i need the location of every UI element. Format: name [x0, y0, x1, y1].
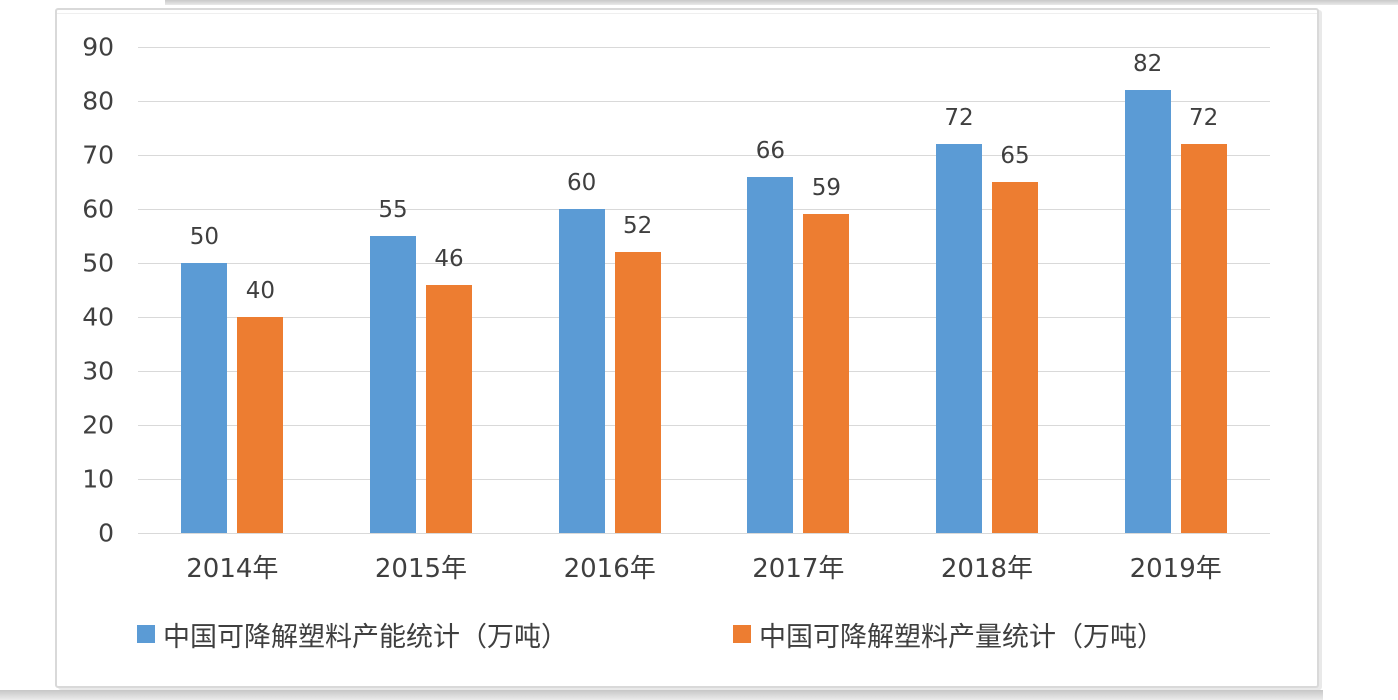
bar-group: 55 46 — [327, 47, 516, 533]
legend-item: 中国可降解塑料产量统计（万吨） — [733, 615, 1164, 654]
y-tick-label: 80 — [82, 86, 114, 116]
bar-group: 82 72 — [1081, 47, 1270, 533]
bar-column: 55 — [369, 47, 416, 533]
data-label: 82 — [1133, 51, 1163, 78]
bar-column: 72 — [935, 47, 982, 533]
legend-swatch-icon — [733, 625, 751, 643]
bar — [935, 144, 982, 533]
data-label: 40 — [245, 278, 275, 304]
bar — [747, 176, 794, 533]
x-tick-label: 2019年 — [1129, 554, 1222, 584]
plot-area: 50 40 55 46 60 52 66 59 72 65 82 72 — [138, 47, 1270, 534]
gridline — [138, 370, 1270, 372]
bar-group: 50 40 — [138, 47, 327, 533]
y-axis: 0 10 20 30 40 50 60 70 80 90 — [57, 33, 114, 548]
bar-column: 52 — [614, 47, 661, 533]
y-tick-label: 10 — [82, 464, 114, 494]
bar-groups: 50 40 55 46 60 52 66 59 72 65 82 72 — [138, 47, 1270, 533]
bar-column: 46 — [425, 47, 472, 533]
legend-label: 中国可降解塑料产量统计（万吨） — [759, 621, 1164, 653]
bar — [181, 263, 228, 533]
gridline — [138, 155, 1270, 156]
top-edge-strip — [165, 0, 1398, 5]
y-tick-label: 20 — [82, 410, 114, 440]
gridlines — [138, 47, 1270, 534]
chart-frame: 0 10 20 30 40 50 60 70 80 90 50 40 55 46 60 52 66 59 72 65… — [55, 8, 1319, 688]
data-label: 52 — [623, 213, 653, 240]
data-label: 59 — [811, 175, 841, 202]
bar-column: 65 — [991, 47, 1038, 533]
gridline — [138, 317, 1270, 318]
gridline — [138, 263, 1270, 264]
bar — [614, 252, 661, 533]
bar-group: 60 52 — [515, 47, 704, 533]
x-tick-label: 2016年 — [563, 554, 656, 584]
bar-column: 60 — [558, 47, 605, 533]
y-tick-label: 30 — [82, 356, 114, 386]
data-label: 65 — [1000, 143, 1030, 169]
bar-group: 72 65 — [893, 47, 1082, 533]
y-tick-label: 40 — [82, 302, 114, 332]
bar — [1180, 144, 1227, 533]
bar-column: 50 — [181, 47, 228, 533]
y-tick-label: 50 — [82, 248, 114, 278]
y-tick-label: 60 — [82, 194, 114, 224]
data-label: 60 — [567, 170, 597, 197]
data-label: 66 — [755, 137, 785, 164]
x-tick-label: 2014年 — [186, 554, 279, 584]
gridline — [138, 47, 1270, 48]
gridline — [138, 208, 1270, 210]
gridline — [138, 101, 1270, 102]
data-label: 55 — [378, 197, 408, 223]
y-tick-label: 70 — [82, 140, 114, 170]
x-tick-label: 2015年 — [374, 554, 468, 584]
legend-label: 中国可降解塑料产能统计（万吨） — [163, 621, 568, 653]
bar-column: 72 — [1180, 47, 1227, 533]
y-tick-label: 90 — [82, 32, 114, 62]
legend-item: 中国可降解塑料产能统计（万吨） — [137, 615, 568, 654]
data-label: 50 — [189, 224, 219, 250]
gridline — [138, 425, 1270, 426]
gridline — [138, 479, 1270, 480]
bar-column: 82 — [1124, 47, 1171, 533]
gridline — [138, 533, 1270, 534]
bar-column: 59 — [803, 47, 850, 533]
bottom-edge-strip — [0, 690, 1323, 700]
bar — [991, 182, 1038, 533]
x-tick-label: 2018年 — [940, 554, 1034, 584]
bar-column: 40 — [237, 47, 284, 533]
bar — [558, 209, 605, 533]
bar — [803, 214, 850, 533]
y-tick-label: 0 — [98, 518, 114, 548]
x-axis: 2014年 2015年 2016年 2017年 2018年 2019年 — [138, 552, 1270, 586]
data-label: 72 — [944, 105, 974, 132]
data-label: 46 — [434, 245, 464, 272]
bar — [237, 317, 284, 533]
legend: 中国可降解塑料产能统计（万吨） 中国可降解塑料产量统计（万吨） — [137, 614, 1307, 654]
bar — [425, 284, 472, 533]
x-tick-label: 2017年 — [752, 554, 845, 584]
legend-swatch-icon — [137, 625, 155, 643]
bar-group: 66 59 — [704, 47, 893, 533]
bar-column: 66 — [747, 47, 794, 533]
bar — [1124, 90, 1171, 533]
bar — [369, 236, 416, 533]
data-label: 72 — [1189, 105, 1219, 132]
